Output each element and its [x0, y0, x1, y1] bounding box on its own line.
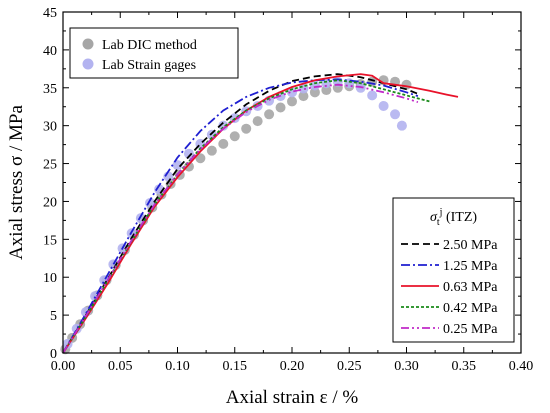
scatter-point: [252, 116, 263, 127]
x-tick-label: 0.20: [280, 359, 305, 374]
y-tick-label: 0: [50, 347, 57, 362]
legend-line-label: 0.25 MPa: [443, 322, 498, 337]
x-tick-label: 0.25: [337, 359, 362, 374]
scatter-point: [218, 138, 229, 149]
x-tick-label: 0.30: [394, 359, 419, 374]
legend-title-main: σ: [430, 210, 438, 225]
y-tick-label: 15: [43, 233, 57, 248]
legend-markers-box: [69, 27, 239, 79]
series-line: [62, 83, 419, 354]
legend-title-sub: t: [437, 217, 440, 228]
scatter-point: [241, 123, 252, 134]
series-line: [62, 79, 430, 354]
legend-marker-swatch: [82, 58, 94, 70]
scatter-point: [206, 145, 217, 156]
scatter-point: [275, 102, 286, 113]
legend-title-rest: (ITZ): [442, 210, 477, 225]
legend-marker-swatch: [82, 38, 94, 50]
legend-lines-box: [392, 197, 515, 343]
legend-title-sup: j: [439, 207, 443, 218]
legend-lines-items: 2.50 MPa 1.25 MPa 0.63 MPa 0.42 MPa 0.25 MPa: [401, 238, 498, 337]
scatter-point: [229, 131, 240, 142]
legend-line-label: 1.25 MPa: [443, 259, 498, 274]
legend-line-label: 0.63 MPa: [443, 280, 498, 295]
scatter-point: [183, 148, 194, 159]
x-tick-label: 0.05: [108, 359, 133, 374]
scatter-point: [287, 87, 297, 98]
y-tick-label: 40: [43, 44, 57, 59]
scatter-point: [218, 120, 229, 131]
legend-lines: σtj (ITZ) 2.50 MPa 1.25 MPa 0.63 MPa 0.42 M…: [392, 197, 515, 343]
series-line: [62, 73, 459, 354]
axes-layer: 0.00 0.05 0.10 0.15 0.20 0.25 0.30 0.35 0.40 0 5 10…: [43, 6, 533, 374]
scatter-point: [390, 109, 401, 120]
series-layer: [60, 73, 459, 355]
scatter-point: [264, 109, 275, 120]
legend-marker-label: Lab DIC method: [102, 38, 197, 53]
legend-markers-items: Lab DIC method Lab Strain gages: [82, 38, 197, 73]
x-tick-label: 0.40: [509, 359, 534, 374]
y-tick-label: 10: [43, 271, 57, 286]
x-tick-label: 0.15: [223, 359, 248, 374]
y-axis-title: Axial stress σ / MPa: [6, 105, 27, 260]
y-tick-label: 20: [43, 195, 57, 210]
series-line: [62, 78, 419, 354]
y-tick-label: 45: [43, 6, 57, 21]
scatter-point: [396, 120, 407, 131]
legend-line-label: 2.50 MPa: [443, 238, 498, 253]
y-tick-label: 35: [43, 82, 57, 97]
y-tick-label: 25: [43, 158, 57, 173]
y-tick-label: 5: [50, 309, 57, 324]
scatter-point: [378, 100, 389, 111]
series-line: [62, 73, 419, 354]
scatter-point: [367, 90, 378, 101]
x-axis-title: Axial strain ε / %: [226, 387, 359, 408]
legend-lines-title: σtj (ITZ): [430, 207, 477, 228]
legend-line-label: 0.42 MPa: [443, 301, 498, 316]
x-tick-label: 0.00: [51, 359, 76, 374]
legend-markers: Lab DIC method Lab Strain gages: [69, 27, 239, 79]
y-tick-label: 30: [43, 120, 57, 135]
legend-marker-label: Lab Strain gages: [102, 58, 196, 73]
x-tick-label: 0.35: [452, 359, 477, 374]
scatter-point: [298, 91, 309, 102]
x-tick-label: 0.10: [165, 359, 190, 374]
scatter-point: [309, 80, 320, 91]
scatter-point: [287, 96, 297, 107]
scatter-point: [195, 153, 206, 164]
